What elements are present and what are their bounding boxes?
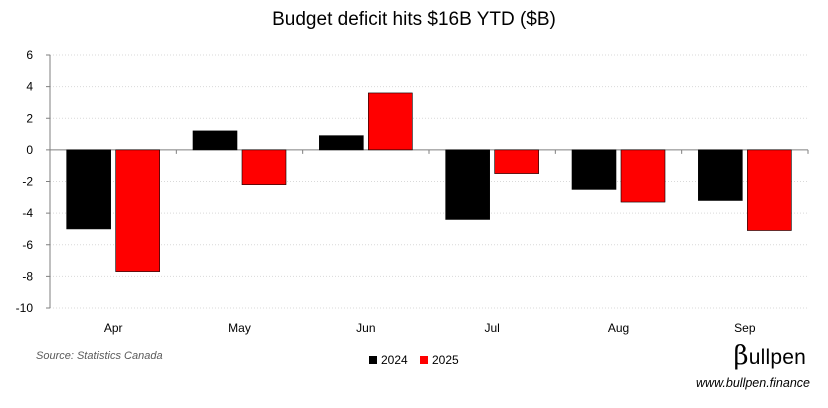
bar-2025-Jul (494, 149, 539, 174)
legend-swatch-2024 (369, 356, 377, 364)
x-category-label: Apr (104, 321, 123, 335)
y-tick-label: 4 (26, 80, 33, 94)
legend-label-2025: 2025 (432, 353, 459, 367)
website-link[interactable]: www.bullpen.finance (696, 376, 810, 390)
bar-2025-Apr (115, 149, 160, 272)
brand-beta-symbol: β (733, 341, 749, 371)
x-category-label: Sep (734, 321, 756, 335)
y-tick-label: -4 (22, 206, 33, 220)
x-category-label: Jun (356, 321, 375, 335)
y-tick-label: -2 (22, 175, 33, 189)
bar-2025-Sep (747, 149, 792, 231)
legend: 2024 2025 (369, 353, 459, 367)
bar-2024-Apr (66, 149, 111, 230)
x-category-label: Aug (608, 321, 629, 335)
legend-swatch-2025 (420, 356, 428, 364)
bar-2025-May (241, 149, 287, 185)
bar-2024-Sep (698, 149, 743, 201)
brand-name: ullpen (748, 346, 806, 369)
y-tick-label: 6 (26, 48, 33, 62)
brand-logo: βullpen (734, 341, 806, 371)
x-category-label: May (228, 321, 251, 335)
bar-2024-Jul (445, 149, 490, 220)
axes (46, 54, 809, 309)
x-category-label: Jul (484, 321, 499, 335)
axis-labels: 6 4 2 0 -2 -4 -6 -8 -10 Apr May Jun Jul Aug Sep (16, 48, 756, 335)
gridlines (50, 54, 808, 309)
bar-2024-Aug (571, 149, 617, 190)
chart-title: Budget deficit hits $16B YTD ($B) (272, 9, 556, 30)
bars (66, 92, 792, 272)
y-tick-label: -8 (22, 269, 33, 283)
y-tick-label: -6 (22, 238, 33, 252)
y-tick-label: 0 (26, 143, 33, 157)
bar-2025-Jun (368, 92, 413, 151)
source-note: Source: Statistics Canada (36, 350, 163, 362)
y-tick-label: 2 (26, 111, 33, 125)
bar-2025-Aug (620, 149, 666, 203)
y-tick-label: -10 (16, 301, 34, 315)
legend-label-2024: 2024 (381, 353, 408, 367)
bar-2024-May (192, 130, 238, 151)
bar-2024-Jun (319, 135, 364, 151)
